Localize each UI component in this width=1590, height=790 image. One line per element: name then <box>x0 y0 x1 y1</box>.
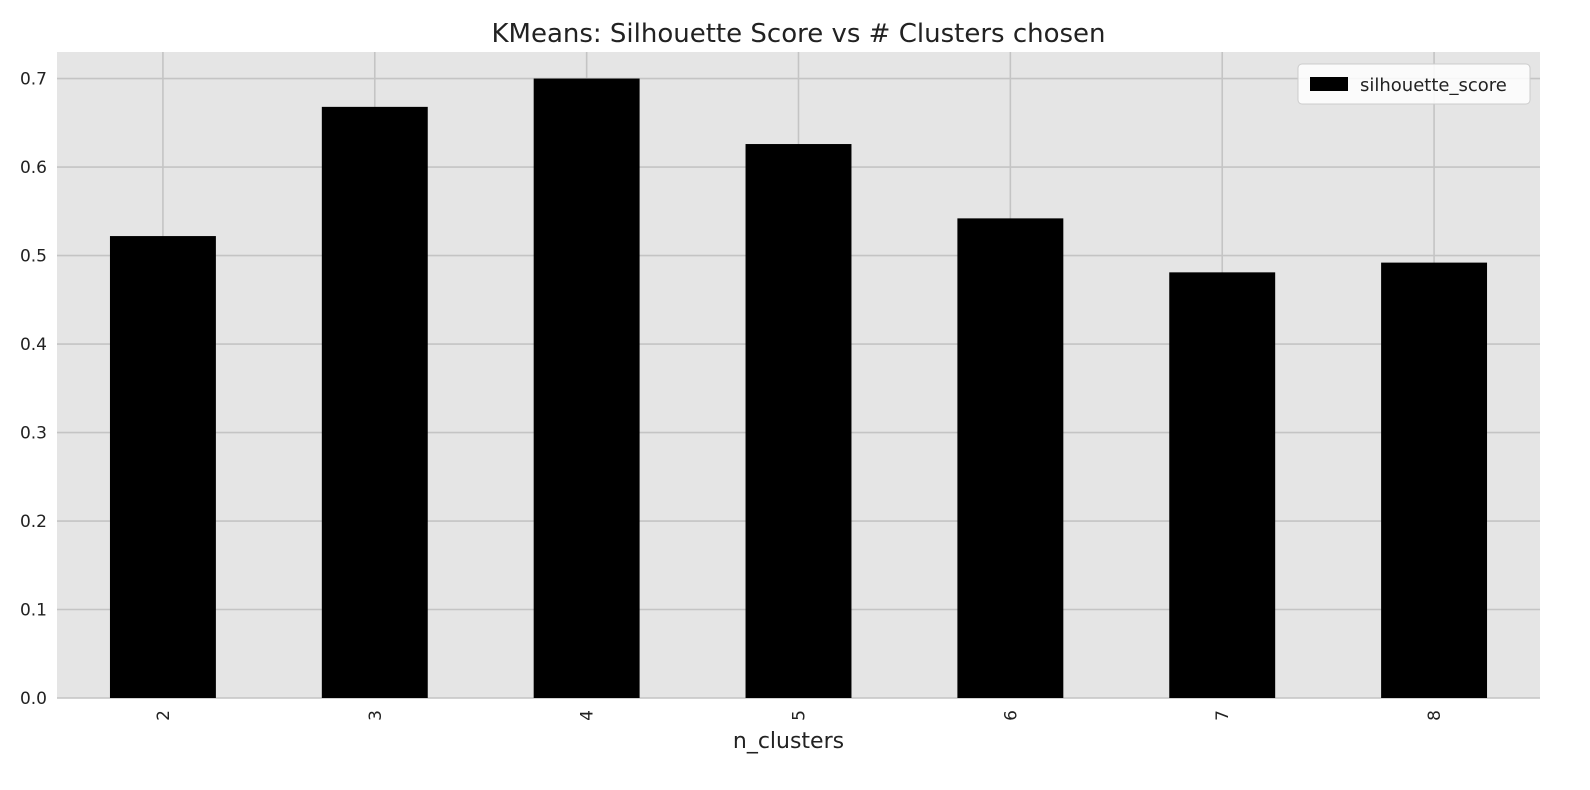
x-tick-label: 6 <box>1001 710 1021 721</box>
bar-5[interactable] <box>745 144 852 698</box>
x-axis-label: n_clusters <box>733 729 844 754</box>
x-tick-label: 3 <box>366 710 386 721</box>
legend-swatch <box>1310 77 1348 91</box>
y-tick-label: 0.7 <box>20 70 47 90</box>
y-tick-label: 0.3 <box>20 424 47 444</box>
x-tick-label: 8 <box>1425 710 1445 721</box>
x-tick-label: 7 <box>1213 710 1233 721</box>
y-tick-label: 0.0 <box>20 689 47 709</box>
x-tick-label: 2 <box>154 710 174 721</box>
chart-title: KMeans: Silhouette Score vs # Clusters c… <box>491 19 1105 49</box>
x-tick-label: 5 <box>790 710 810 721</box>
y-tick-labels: 0.0 0.1 0.2 0.3 0.4 0.5 0.6 0.7 <box>20 70 47 709</box>
x-tick-label: 4 <box>578 710 598 721</box>
legend[interactable]: silhouette_score <box>1297 63 1531 105</box>
bar-7[interactable] <box>1169 272 1276 698</box>
y-tick-label: 0.2 <box>20 512 47 532</box>
bar-2[interactable] <box>109 236 216 699</box>
bars <box>109 78 1488 699</box>
bar-6[interactable] <box>957 218 1064 698</box>
bar-3[interactable] <box>321 106 428 699</box>
y-tick-label: 0.4 <box>20 335 47 355</box>
bar-4[interactable] <box>533 78 640 698</box>
legend-label: silhouette_score <box>1360 75 1507 96</box>
y-tick-label: 0.5 <box>20 247 47 267</box>
y-tick-label: 0.1 <box>20 601 47 621</box>
y-tick-label: 0.6 <box>20 158 47 178</box>
legend-box <box>1297 63 1531 105</box>
bar-8[interactable] <box>1381 262 1488 698</box>
x-tick-labels: 2 3 4 5 6 7 8 <box>154 710 1445 721</box>
